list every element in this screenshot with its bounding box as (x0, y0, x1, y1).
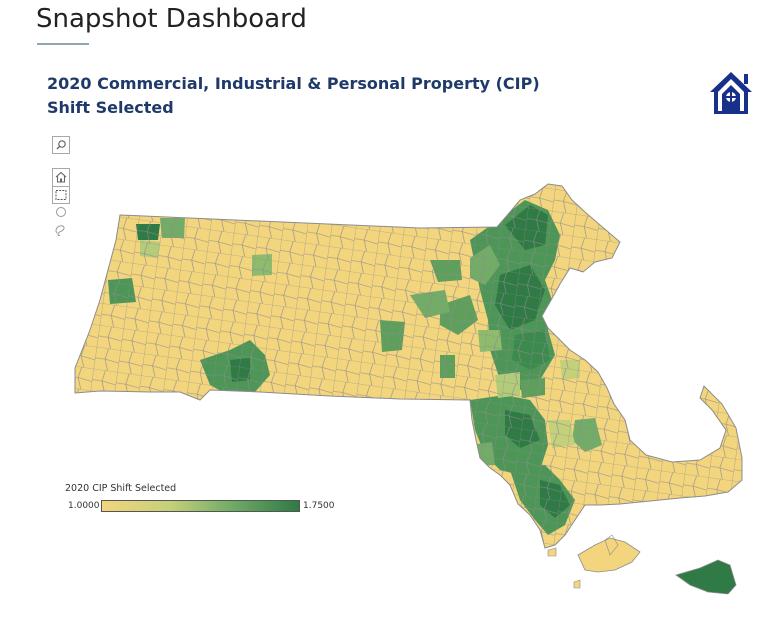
house-logo-icon (710, 72, 752, 114)
lasso-select-button[interactable] (52, 222, 70, 240)
map-title: 2020 Commercial, Industrial & Personal P… (47, 72, 540, 120)
legend-min-label: 1.0000 (68, 501, 100, 511)
page-title: Snapshot Dashboard (36, 4, 307, 34)
reset-view-button[interactable] (52, 168, 70, 186)
map-title-line-1: 2020 Commercial, Industrial & Personal P… (47, 74, 540, 93)
radial-select-icon (56, 207, 66, 217)
rectangle-select-button[interactable] (52, 186, 70, 204)
legend-max-label: 1.7500 (303, 501, 335, 511)
title-underline (37, 43, 89, 45)
search-icon (56, 140, 66, 150)
home-icon (55, 171, 67, 183)
marthas-vineyard (577, 537, 641, 573)
radial-select-button[interactable] (52, 204, 70, 222)
legend-color-ramp (101, 500, 300, 512)
map-title-line-2: Shift Selected (47, 98, 174, 117)
map-toolbar (52, 168, 70, 240)
legend-title: 2020 CIP Shift Selected (65, 483, 177, 494)
rectangle-select-icon (55, 190, 67, 200)
nantucket (675, 559, 737, 595)
lasso-select-icon (55, 225, 65, 237)
map-search-button[interactable] (52, 136, 70, 154)
state-outline (74, 183, 743, 549)
